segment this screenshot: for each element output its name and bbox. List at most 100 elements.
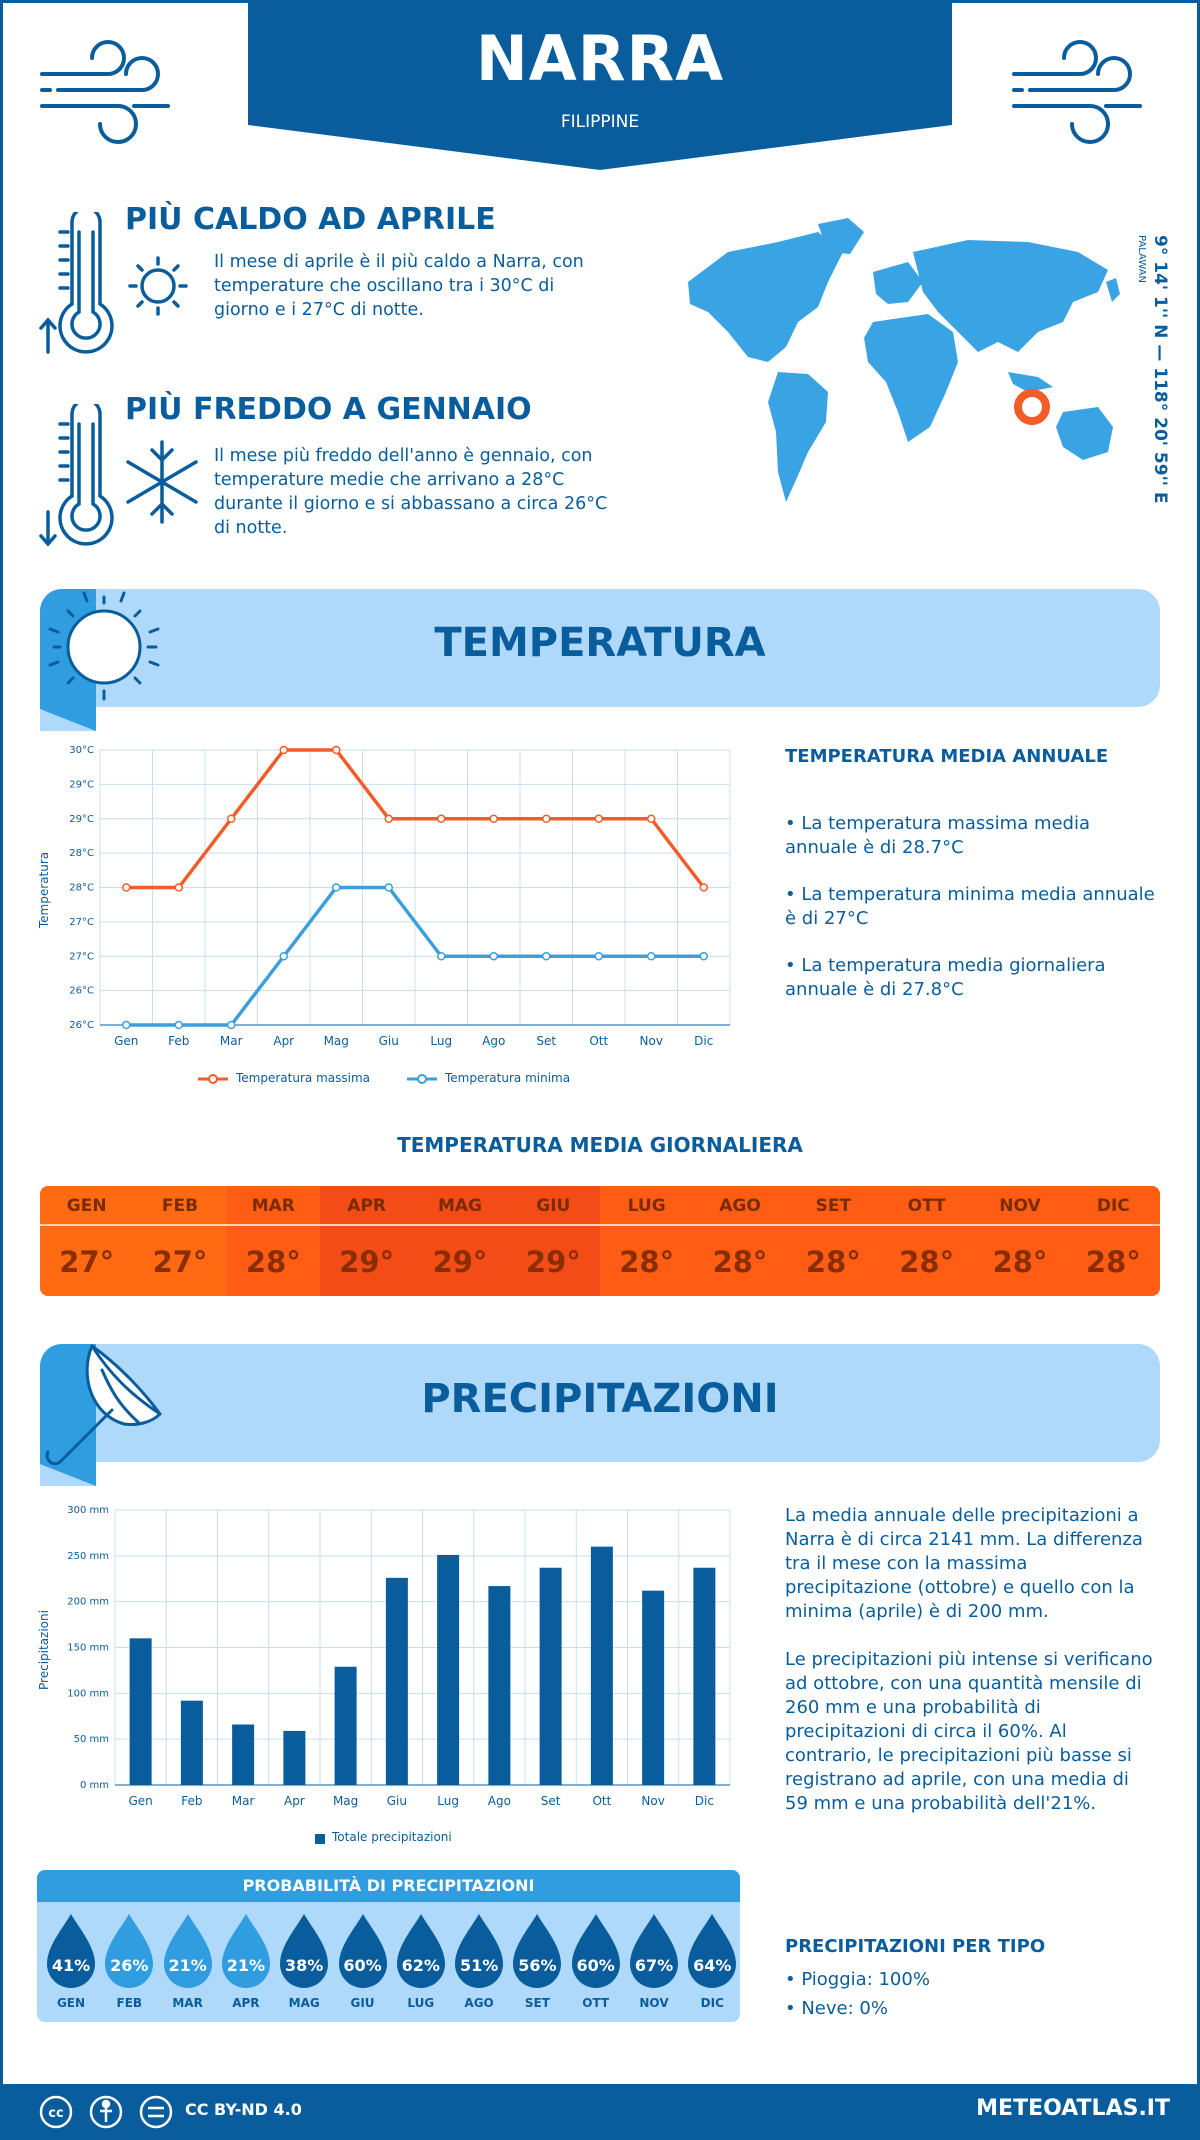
daily-temp-value: 28° bbox=[899, 1245, 955, 1279]
city-title: NARRA bbox=[475, 22, 725, 95]
temperature-side-title: TEMPERATURA MEDIA ANNUALE bbox=[785, 746, 1109, 767]
precip-y-tick: 50 mm bbox=[74, 1734, 109, 1745]
precip-probability-month: AGO bbox=[464, 1996, 494, 2010]
precip-x-tick: Gen bbox=[128, 1794, 152, 1808]
temp-series-line-min bbox=[126, 885, 704, 1027]
temp-point-min bbox=[122, 1020, 131, 1030]
precip-bar bbox=[488, 1586, 511, 1785]
precip-probability-month: DIC bbox=[700, 1996, 724, 2010]
coldest-text: Il mese più freddo dell'anno è gennaio, … bbox=[214, 446, 608, 538]
precip-probability-value: 60% bbox=[343, 1956, 382, 1975]
coldest-title: PIÙ FREDDO A GENNAIO bbox=[125, 392, 532, 427]
precip-probability-month: SET bbox=[524, 1996, 550, 2010]
daily-temp-value: 27° bbox=[152, 1245, 208, 1279]
legend-max-label: Temperatura massima bbox=[236, 1071, 370, 1085]
temp-y-tick: 26°C bbox=[69, 986, 94, 997]
temp-point-max bbox=[647, 814, 656, 823]
precip-probability-value: 21% bbox=[168, 1956, 207, 1975]
precip-probability-month: NOV bbox=[639, 1996, 669, 2010]
precip-x-tick: Mar bbox=[232, 1794, 255, 1808]
precip-x-tick: Giu bbox=[387, 1794, 407, 1808]
raindrop-icon bbox=[47, 1914, 95, 1988]
temp-point-max bbox=[542, 814, 551, 823]
umbrella-icon bbox=[40, 1344, 162, 1486]
coordinates: 9° 14' 1'' N — 118° 20' 59'' E bbox=[1150, 235, 1170, 504]
temp-x-tick: Ago bbox=[482, 1034, 505, 1048]
precip-para-2: Le precipitazioni più intense si verific… bbox=[785, 1649, 1153, 1814]
temp-y-tick: 28°C bbox=[69, 848, 94, 859]
daily-temp-cell bbox=[506, 1186, 601, 1296]
legend-min-label: Temperatura minima bbox=[445, 1071, 571, 1085]
country-name: FILIPPINE bbox=[560, 112, 640, 132]
daily-temp-cell bbox=[226, 1186, 321, 1296]
daily-temp-cell bbox=[413, 1186, 508, 1296]
temp-y-tick: 29°C bbox=[69, 779, 94, 790]
raindrop-icon bbox=[338, 1914, 387, 1988]
sun-icon bbox=[40, 589, 160, 731]
temp-point-min bbox=[647, 952, 656, 961]
daily-temp-cell bbox=[133, 1186, 228, 1296]
precip-x-tick: Ott bbox=[592, 1794, 611, 1808]
temp-y-tick: 29°C bbox=[69, 814, 94, 825]
temp-point-min bbox=[384, 883, 393, 892]
temperature-bullet-avg: • La temperatura media giornaliera annua… bbox=[785, 955, 1106, 1000]
raindrop-icon bbox=[630, 1914, 678, 1988]
raindrop-icon bbox=[280, 1914, 329, 1988]
temp-series-line-max bbox=[126, 748, 706, 890]
precip-type-snow: • Neve: 0% bbox=[785, 1998, 888, 2019]
precip-probability-month: APR bbox=[232, 1996, 260, 2010]
raindrop-icon bbox=[163, 1914, 212, 1988]
precip-probability-month: GIU bbox=[350, 1996, 375, 2010]
daily-temp-cell bbox=[786, 1186, 881, 1296]
daily-temp-value: 29° bbox=[525, 1245, 581, 1279]
daily-temp-value: 28° bbox=[245, 1245, 301, 1279]
temp-point-min bbox=[279, 952, 288, 961]
precip-y-tick: 150 mm bbox=[67, 1643, 109, 1654]
temp-point-min bbox=[174, 1020, 183, 1030]
precip-y-label: Precipitazioni bbox=[37, 1610, 51, 1690]
daily-temp-month: NOV bbox=[999, 1196, 1041, 1216]
temp-point-max bbox=[384, 814, 393, 823]
temp-y-tick: 26°C bbox=[69, 1020, 94, 1031]
raindrop-icon bbox=[105, 1914, 154, 1988]
temp-point-min bbox=[332, 883, 341, 892]
raindrop-icon bbox=[571, 1914, 620, 1988]
precip-bar bbox=[232, 1724, 255, 1785]
temp-point-min bbox=[437, 952, 446, 961]
temperature-chart: 26°C 26°C 27°C 27°C 28°C 28°C 29°C 29°C 30°C Gen F… bbox=[37, 745, 731, 1048]
site-link[interactable]: METEOATLAS.IT bbox=[976, 2096, 1170, 2121]
temp-x-tick: Lug bbox=[430, 1034, 452, 1048]
temp-point-max bbox=[279, 745, 288, 755]
precip-y-tick: 300 mm bbox=[67, 1505, 109, 1516]
precip-probability-value: 38% bbox=[285, 1956, 324, 1975]
temp-y-tick: 30°C bbox=[69, 745, 94, 756]
temp-y-tick: 28°C bbox=[69, 883, 94, 894]
precip-x-tick: Dic bbox=[695, 1794, 714, 1808]
precip-probability-value: 60% bbox=[576, 1956, 615, 1975]
temperature-y-label: Temperatura bbox=[37, 852, 51, 929]
precip-type-title: PRECIPITAZIONI PER TIPO bbox=[785, 1936, 1046, 1957]
precip-y-tick: 200 mm bbox=[67, 1597, 109, 1608]
precip-x-tick: Ago bbox=[488, 1794, 511, 1808]
precip-type-rain: • Pioggia: 100% bbox=[785, 1969, 930, 1990]
daily-temp-value: 28° bbox=[619, 1245, 675, 1279]
daily-temp-cell bbox=[693, 1186, 788, 1296]
thermometer-cold-icon bbox=[39, 404, 198, 547]
daily-temp-month: DIC bbox=[1096, 1196, 1130, 1216]
precip-chart: 0 mm 50 mm 100 mm 150 mm 200 mm 250 mm 300 mm G… bbox=[37, 1505, 731, 1808]
temp-point-min bbox=[594, 952, 603, 961]
temp-point-max bbox=[332, 745, 341, 755]
daily-temp-month: SET bbox=[815, 1196, 852, 1216]
daily-temp-month: LUG bbox=[627, 1196, 666, 1216]
temp-x-tick: Nov bbox=[640, 1034, 663, 1048]
temp-x-tick: Giu bbox=[379, 1034, 399, 1048]
precip-x-tick: Lug bbox=[437, 1794, 459, 1808]
precip-bar bbox=[437, 1554, 460, 1785]
legend-precip-label: Totale precipitazioni bbox=[332, 1830, 452, 1844]
daily-temp-separator bbox=[40, 1224, 1160, 1226]
daily-temp-value: 28° bbox=[712, 1245, 768, 1279]
license-icons: cc bbox=[39, 2095, 173, 2129]
precip-bar bbox=[180, 1700, 203, 1785]
license-text: CC BY-ND 4.0 bbox=[185, 2100, 302, 2119]
daily-temp-value: 28° bbox=[992, 1245, 1048, 1279]
